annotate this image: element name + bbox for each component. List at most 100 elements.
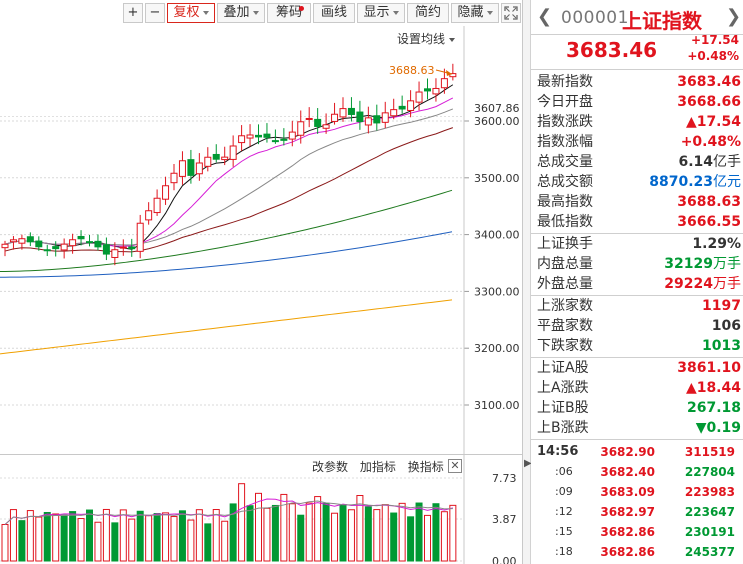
tick-time: 14:56 (537, 444, 579, 459)
stat-value: ▲18.44 (686, 378, 741, 398)
stat-label: 外盘总量 (537, 276, 593, 292)
chart-toolbar: + − 复权 叠加 筹码 画线 显示 简约 隐藏 (0, 0, 523, 26)
candle-body (271, 140, 279, 143)
stat-unit: 亿手 (713, 154, 741, 170)
volume-bar (331, 512, 339, 562)
collapse-icon[interactable]: ▶ (524, 458, 532, 469)
kline-chart-panel[interactable]: + − 复权 叠加 筹码 画线 显示 简约 隐藏 设置均线 3600.00 350… (0, 0, 523, 564)
volume-bar (9, 509, 17, 562)
fuquan-dropdown[interactable]: 复权 (167, 3, 215, 23)
volume-chart[interactable]: 7.73 3.87 0.00 (0, 455, 523, 564)
zoom-out-button[interactable]: − (145, 3, 165, 23)
candle-body (212, 153, 220, 160)
stat-number: 3668.66 (677, 94, 741, 110)
price-tick-label: 3200.00 (474, 342, 520, 355)
divider (531, 439, 743, 440)
stat-row: 上证A股 3861.10 (531, 358, 743, 378)
chip-button[interactable]: 筹码 (267, 3, 311, 23)
volume-bar (26, 510, 34, 562)
candle-body (60, 243, 68, 251)
stat-label: 总成交额 (537, 174, 593, 190)
overlay-dropdown[interactable]: 叠加 (217, 3, 265, 23)
price-chart[interactable]: 3600.00 3500.00 3400.00 3300.00 3200.00 3100.… (0, 0, 523, 454)
stat-label: 上证B股 (537, 400, 589, 416)
stat-unit: 万手 (713, 276, 741, 292)
chevron-left-icon[interactable]: ❮ (537, 6, 553, 27)
stat-value: 3666.55 (677, 212, 741, 232)
candle-body (86, 241, 93, 244)
chevron-right-icon[interactable]: ❯ (726, 6, 742, 27)
stat-number: 1013 (702, 338, 741, 354)
stat-unit: 亿元 (713, 174, 741, 190)
stat-row: 最高指数 3688.63 (531, 192, 743, 212)
volume-bar (69, 511, 77, 562)
security-name: 上证指数 (622, 9, 702, 33)
volume-bar (43, 511, 51, 562)
candle-body (178, 160, 186, 177)
simple-mode-label: 简约 (414, 5, 441, 20)
fullscreen-button[interactable] (501, 3, 521, 23)
stat-row: 总成交额 8870.23亿元 (531, 172, 743, 192)
volume-bar (297, 514, 305, 562)
stat-row: 最新指数 3683.46 (531, 72, 743, 92)
tick-row: :18 3682.86 245377 (531, 542, 743, 562)
volume-bar (398, 502, 406, 562)
volume-bar (373, 509, 381, 562)
candlesticks (1, 63, 457, 266)
tick-row: 14:56 3682.90 311519 (531, 442, 743, 462)
change-value: +17.54 (690, 33, 739, 47)
volume-bar (255, 492, 262, 562)
stat-value: 3861.10 (677, 358, 741, 378)
stat-row: 上A涨跌 ▲18.44 (531, 378, 743, 398)
simple-mode-button[interactable]: 简约 (407, 3, 449, 23)
candle-body (18, 238, 26, 244)
volume-bar (1, 523, 9, 562)
stat-unit: 万手 (713, 256, 741, 272)
candle-body (119, 246, 127, 249)
stat-number: 3666.55 (677, 214, 741, 230)
divider (531, 233, 743, 234)
stat-label: 指数涨幅 (537, 134, 593, 150)
volume-bar (94, 521, 102, 562)
stat-row: 上证B股 267.18 (531, 398, 743, 418)
stat-value: 1197 (702, 296, 741, 316)
price-tick-label: 3400.00 (474, 229, 520, 242)
candle-body (94, 240, 102, 248)
volume-bar (195, 509, 203, 562)
add-indicator-button[interactable]: 加指标 (359, 460, 396, 474)
stat-row: 指数涨幅 +0.48% (531, 132, 743, 152)
candle-body (305, 117, 313, 120)
draw-line-button[interactable]: 画线 (313, 3, 355, 23)
hide-dropdown[interactable]: 隐藏 (451, 3, 499, 23)
stat-row: 今日开盘 3668.66 (531, 92, 743, 112)
candle-body (26, 236, 34, 243)
volume-bar (153, 513, 161, 562)
stat-row: 上涨家数 1197 (531, 296, 743, 316)
stat-value: 106 (712, 316, 741, 336)
candle-body (128, 246, 136, 250)
stat-value: +0.48% (681, 132, 741, 152)
volume-bar (407, 516, 415, 562)
display-dropdown[interactable]: 显示 (357, 3, 405, 23)
stat-number: 3861.10 (677, 360, 741, 376)
ma-setting-dropdown[interactable]: 设置均线 (397, 30, 456, 47)
tick-volume: 223983 (684, 485, 735, 499)
candle-body (331, 113, 339, 122)
ma-line (0, 299, 453, 355)
close-indicator-button[interactable]: ✕ (448, 459, 462, 473)
stat-label: 上证换手 (537, 236, 593, 252)
switch-indicator-button[interactable]: 换指标 (407, 460, 444, 474)
stat-number: +0.48% (680, 134, 741, 150)
stat-row: 平盘家数 106 (531, 316, 743, 336)
stat-row: 下跌家数 1013 (531, 336, 743, 356)
stat-number: 8870.23 (649, 174, 713, 190)
zoom-in-button[interactable]: + (123, 3, 143, 23)
change-params-button[interactable]: 改参数 (312, 460, 349, 474)
stat-row: 总成交量 6.14亿手 (531, 152, 743, 172)
candle-body (347, 107, 355, 115)
ma-line (0, 231, 453, 278)
volume-bar (271, 504, 279, 562)
tick-row: :12 3682.97 223647 (531, 502, 743, 522)
panel-splitter[interactable]: ▶ (523, 0, 532, 564)
volume-bar (381, 504, 389, 562)
